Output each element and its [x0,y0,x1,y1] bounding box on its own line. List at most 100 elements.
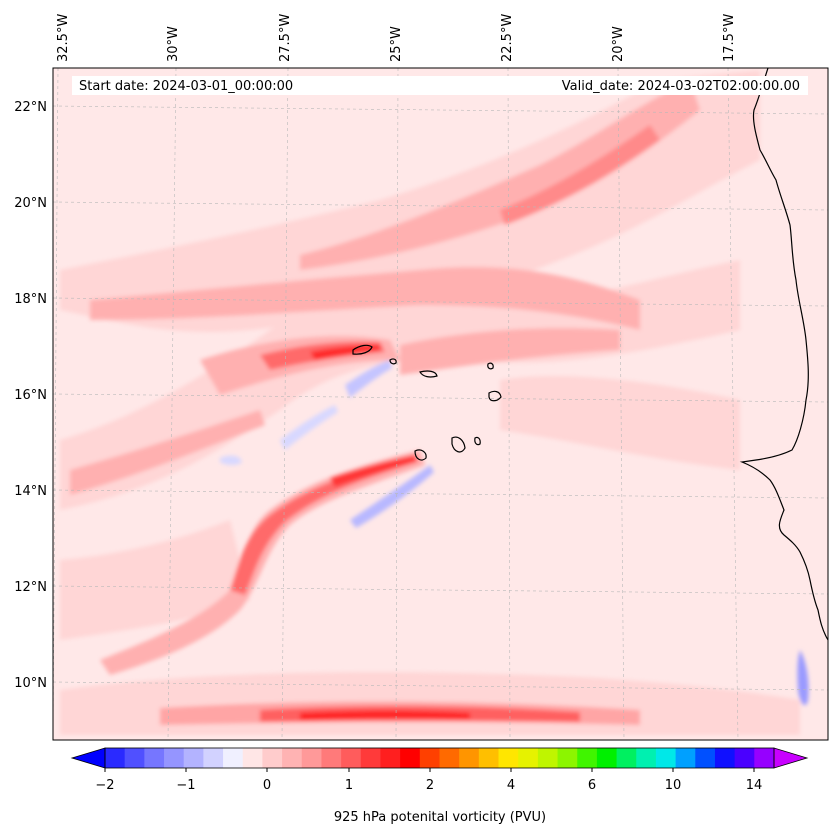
coastlines [352,68,828,641]
colorbar-tick-labels: −2 −1 0 1 2 4 6 10 14 [95,778,762,793]
colorbar-cell [164,748,185,768]
cb-tick-label: 14 [746,778,763,793]
pv-region-light-3 [60,520,250,640]
colorbar-cell [537,748,559,768]
cape-verde-6 [451,436,466,453]
colorbar-cell [400,748,421,768]
colorbar-cell [714,748,736,768]
colorbar-cell [124,748,145,768]
colorbar-cell [360,748,381,768]
colorbar-cell [655,748,677,768]
cb-tick-label: 1 [345,778,353,793]
pv-diag-core [230,455,418,595]
colorbar: −2 −1 0 1 2 4 6 10 14 925 hPa potenital … [70,747,809,825]
colorbar-cell [341,748,362,768]
lon-label: 27.5°W [278,14,293,62]
colorbar-cell [478,748,500,768]
map-panel [53,68,828,740]
colorbar-cell [596,748,618,768]
cb-tick-label: 4 [507,778,515,793]
colorbar-cell [105,748,126,768]
colorbar-cells [105,748,775,768]
cape-verde-3 [419,370,438,378]
cape-verde-7 [474,436,481,446]
colorbar-cell [183,748,204,768]
lon-label: 17.5°W [722,14,737,62]
pv-south-max [300,710,470,720]
info-bar [72,76,808,95]
colorbar-extend-min [70,747,106,769]
lon-label: 25°W [389,26,404,62]
colorbar-cell [498,748,519,768]
cape-verde-2 [389,358,397,365]
colorbar-cell [301,748,322,768]
colorbar-cell [203,748,224,768]
pv-negative-2 [350,465,434,528]
lat-label: 14°N [14,484,47,499]
cb-tick-label: 2 [426,778,434,793]
pv-field [60,70,809,735]
cb-tick-label: −1 [176,778,195,793]
colorbar-cell [616,748,637,768]
colorbar-cell [242,748,263,768]
colorbar-cell [754,748,775,768]
lon-label: 20°W [611,26,626,62]
pv-band-16n-max [310,345,380,360]
colorbar-ticks [104,768,755,772]
colorbar-cell [675,748,696,768]
colorbar-cell [380,748,401,768]
colorbar-cell [282,748,303,768]
colorbar-cell [439,748,460,768]
colorbar-cell [419,748,440,768]
cape-verde-4 [487,362,494,370]
colorbar-title: 925 hPa potenital vorticity (PVU) [334,810,546,825]
africa-coast [739,68,828,641]
colorbar-cell [734,748,755,768]
pv-region-light-2 [60,260,740,510]
lat-label: 12°N [14,580,47,595]
colorbar-outline [104,747,775,769]
pv-negative-1 [345,360,392,398]
lat-label: 10°N [14,676,47,691]
map-frame [52,67,829,741]
lat-label: 20°N [14,196,47,211]
cb-tick-label: −2 [95,778,114,793]
colorbar-cell [636,748,657,768]
valid-date-label: Valid_date: 2024-03-02T02:00:00.00 [562,79,800,94]
colorbar-cell [695,748,716,768]
cb-tick-label: 0 [263,778,271,793]
lon-labels: 32.5°W 30°W 27.5°W 25°W 22.5°W 20°W 17.5… [56,14,737,62]
cape-verde-8 [414,449,427,461]
pv-negative-3 [280,405,338,450]
lon-label: 30°W [166,26,181,62]
pv-negative-coast [797,650,809,706]
pv-diag-band [100,450,425,675]
graticule [53,68,828,740]
colorbar-cell [262,748,283,768]
lon-label: 22.5°W [500,14,515,62]
lat-labels: 22°N 20°N 18°N 16°N 14°N 12°N 10°N [14,100,47,691]
pv-region-light-1 [60,70,760,332]
pv-negative-4 [220,455,242,465]
pv-region-light-5 [500,376,740,470]
pv-band-north [300,80,700,270]
colorbar-cell [577,748,598,768]
cape-verde-5 [488,390,502,402]
colorbar-cell [144,748,165,768]
colorbar-extend-max [773,747,809,769]
colorbar-cell [223,748,244,768]
colorbar-cell [557,748,578,768]
colorbar-cell [321,748,342,768]
pv-band-mid [90,267,640,330]
cb-tick-label: 6 [588,778,596,793]
pv-diag-max [330,455,417,487]
start-date-label: Start date: 2024-03-01_00:00:00 [79,79,293,94]
pv-band-west-1 [70,410,265,495]
cape-verde-1 [352,344,373,355]
lat-label: 16°N [14,388,47,403]
cb-tick-label: 10 [665,778,682,793]
pv-band-east [400,328,620,375]
lon-label: 32.5°W [56,14,71,62]
colorbar-cell [518,748,539,768]
